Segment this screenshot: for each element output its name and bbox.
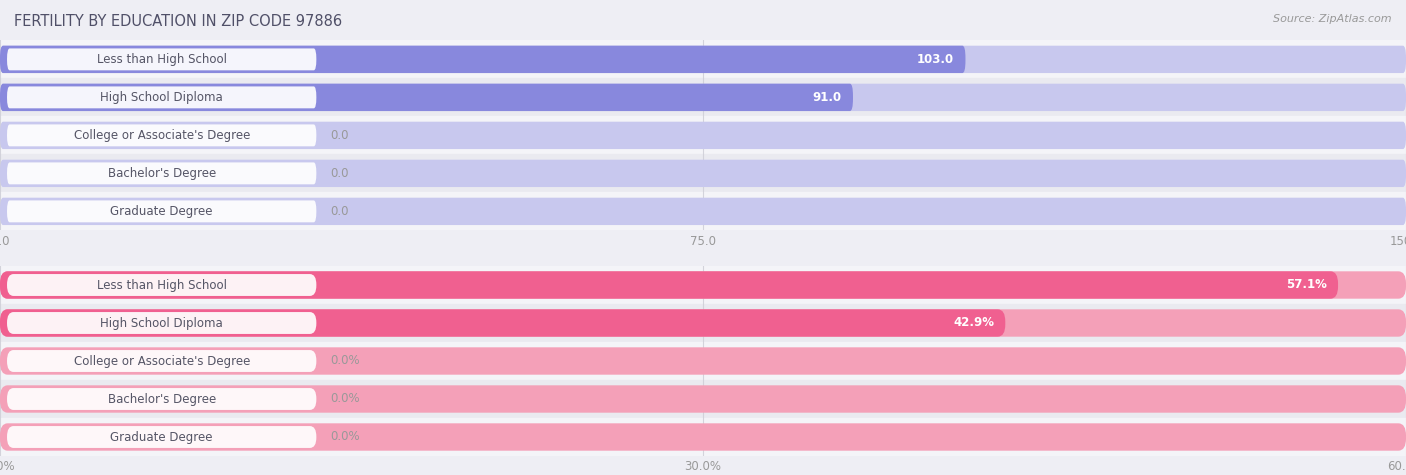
FancyBboxPatch shape [0,122,1406,149]
Text: 0.0: 0.0 [330,129,349,142]
Text: Graduate Degree: Graduate Degree [111,205,212,218]
FancyBboxPatch shape [0,84,853,111]
FancyBboxPatch shape [0,385,1406,413]
FancyBboxPatch shape [7,274,316,296]
FancyBboxPatch shape [7,350,316,372]
FancyBboxPatch shape [0,271,1339,299]
Text: FERTILITY BY EDUCATION IN ZIP CODE 97886: FERTILITY BY EDUCATION IN ZIP CODE 97886 [14,14,342,29]
Text: 103.0: 103.0 [917,53,955,66]
Bar [0,154,1406,192]
Text: 0.0%: 0.0% [330,392,360,406]
FancyBboxPatch shape [7,48,316,70]
FancyBboxPatch shape [0,271,1406,299]
FancyBboxPatch shape [0,46,966,73]
FancyBboxPatch shape [7,426,316,448]
Text: College or Associate's Degree: College or Associate's Degree [73,129,250,142]
Bar [0,78,1406,116]
Bar [0,40,1406,78]
FancyBboxPatch shape [0,423,1406,451]
Text: Less than High School: Less than High School [97,53,226,66]
Text: Less than High School: Less than High School [97,278,226,292]
Text: 0.0: 0.0 [330,205,349,218]
Text: 0.0%: 0.0% [330,354,360,368]
Bar [0,380,1406,418]
Text: 0.0: 0.0 [330,167,349,180]
Text: 91.0: 91.0 [813,91,842,104]
Text: Bachelor's Degree: Bachelor's Degree [108,392,215,406]
Text: Source: ZipAtlas.com: Source: ZipAtlas.com [1274,14,1392,24]
Bar [0,192,1406,230]
FancyBboxPatch shape [7,312,316,334]
FancyBboxPatch shape [7,162,316,184]
Text: Graduate Degree: Graduate Degree [111,430,212,444]
Text: College or Associate's Degree: College or Associate's Degree [73,354,250,368]
Text: 42.9%: 42.9% [953,316,994,330]
Text: 0.0%: 0.0% [330,430,360,444]
Bar [0,418,1406,456]
FancyBboxPatch shape [0,347,1406,375]
Bar [0,342,1406,380]
Bar [0,116,1406,154]
Text: High School Diploma: High School Diploma [100,91,224,104]
Bar [0,304,1406,342]
FancyBboxPatch shape [7,124,316,146]
Text: Bachelor's Degree: Bachelor's Degree [108,167,215,180]
Bar [0,266,1406,304]
FancyBboxPatch shape [0,160,1406,187]
FancyBboxPatch shape [7,86,316,108]
FancyBboxPatch shape [0,46,1406,73]
FancyBboxPatch shape [7,388,316,410]
FancyBboxPatch shape [7,200,316,222]
FancyBboxPatch shape [0,198,1406,225]
Text: High School Diploma: High School Diploma [100,316,224,330]
FancyBboxPatch shape [0,309,1406,337]
Text: 57.1%: 57.1% [1286,278,1327,292]
FancyBboxPatch shape [0,84,1406,111]
FancyBboxPatch shape [0,309,1005,337]
